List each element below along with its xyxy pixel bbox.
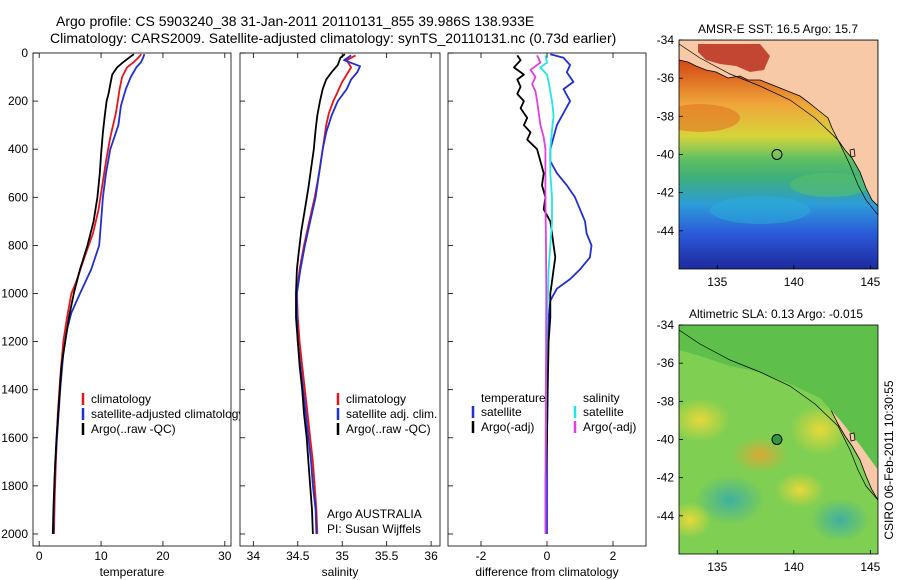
sst-green-patch [790,173,870,197]
salinity-panel: 34 34.5 35 35.5 36 salinity climatologysatelli… [239,52,441,579]
y-tick-label: 1000 [1,286,28,300]
y-tick-label: 0 [21,46,28,60]
map-y-tick-label: -44 [657,224,675,238]
map-x-tick-label: 145 [860,275,880,289]
sla-patch-4 [695,475,765,525]
legend-label: satellite [583,405,624,419]
x-tick-label: 0 [36,549,43,563]
y-tick-label: 800 [8,238,28,252]
sst-land-inland [698,44,770,72]
x-axis-label: difference from climatology [475,565,618,579]
map-y-tick-label: -36 [657,71,675,85]
y-tick-label: 1800 [1,479,28,493]
legend-label: Argo(-adj) [583,420,636,434]
map-y-tick-label: -42 [657,186,675,200]
sla-land-inland [679,325,878,470]
y-tick-label: 200 [8,94,28,108]
sst-map: AMSR-E SST: 16.5 Argo: 15.7 135 140 145 -34… [657,22,881,289]
map-y-tick-label: -38 [657,109,675,123]
map-y-tick-label: -34 [657,33,675,47]
series-line-temperature-argo-adj- [513,54,557,534]
sst-island [849,148,856,158]
annotation-pi-name: PI: Susan Wijffels [327,522,421,536]
plot-frame [32,52,232,547]
x-axis-label: temperature [100,565,165,579]
map-y-tick-label: -38 [657,394,675,408]
sla-map: Altimetric SLA: 0.13 Argo: -0.015 135 140… [657,307,881,574]
series-line-temperature-satellite [546,53,593,534]
x-tick-label: 34.5 [286,549,310,563]
series-line-satellite-adj-clim- [296,54,361,535]
legend-label: climatology [346,392,406,406]
legend-label: satellite [481,405,522,419]
sla-patch-1 [679,398,730,442]
y-tick-label: 1600 [1,431,28,445]
x-tick-label: 35 [336,549,350,563]
legend-label: Argo(..raw -QC) [346,422,431,436]
legend-salinity-title: salinity [583,391,620,405]
sla-island [849,432,856,442]
annotation-argo-australia: Argo AUSTRALIA [327,507,422,521]
sla-patch-5 [810,498,870,542]
x-tick-label: 20 [156,549,170,563]
sst-map-axes: 135 140 145 -34 -36 -38 -40 -42 -44 [657,33,881,289]
map-y-tick-label: -34 [657,318,675,332]
x-tick-label: 2 [610,549,617,563]
sst-shelf-contour [679,43,878,216]
map-y-tick-label: -44 [657,509,675,523]
sla-map-axes: 135 140 145 -34 -36 -38 -40 -42 -44 [657,318,881,574]
y-tick-label: 600 [8,190,28,204]
series-line-argo-raw-qc- [295,53,346,535]
temperature-panel: 0 10 20 30 temperature 0 200 400 600 800 1000 1200 1… [1,46,244,579]
sla-argo-marker [771,434,783,445]
series-line-argo-raw-qc- [51,53,135,535]
legend-label: Argo(..raw -QC) [91,422,176,436]
map-y-tick-label: -36 [657,356,675,370]
sla-patch-7 [775,472,825,508]
plot-frame [239,52,441,547]
sst-argo-marker [771,149,783,160]
y-tick-label: 1400 [1,383,28,397]
series-line-salinity-argo-adj- [529,55,548,535]
map-x-tick-label: 140 [784,275,804,289]
map-y-tick-label: -42 [657,471,675,485]
x-tick-label: -2 [476,549,487,563]
map-x-tick-label: 135 [707,560,727,574]
sst-warm-patch [679,104,740,132]
legend-label: Argo(-adj) [481,420,534,434]
sla-shelf-contour [679,329,878,501]
x-tick-label: 36 [424,549,438,563]
sst-map-title: AMSR-E SST: 16.5 Argo: 15.7 [698,22,858,36]
sla-patch-6 [679,502,712,538]
x-tick-label: 10 [94,549,108,563]
map-y-tick-label: -40 [657,148,675,162]
map-x-tick-label: 135 [707,275,727,289]
sla-patch-2 [732,437,788,473]
legend-label: satellite-adjusted climatology [91,407,244,421]
figure-title-line2: Climatology: CARS2009. Satellite-adjuste… [50,30,616,46]
legend-label: satellite adj. clim. [346,407,437,421]
x-tick-label: 30 [218,549,232,563]
map-y-tick-label: -40 [657,433,675,447]
sla-map-title: Altimetric SLA: 0.13 Argo: -0.015 [689,307,863,321]
x-axis-label: salinity [322,565,359,579]
map-x-tick-label: 140 [784,560,804,574]
side-timestamp-label: CSIRO 06-Feb-2011 10:30:55 [882,380,896,540]
x-tick-label: 35.5 [375,549,399,563]
x-tick-label: 34 [247,549,261,563]
figure-title-line1: Argo profile: CS 5903240_38 31-Jan-2011 … [56,13,534,29]
y-tick-label: 1200 [1,335,28,349]
sst-land [679,40,878,207]
difference-panel: -2 0 2 difference from climatology temperatu… [447,52,647,579]
sst-cool-patch [710,196,810,224]
x-tick-label: 0 [544,549,551,563]
map-x-tick-label: 145 [860,560,880,574]
legend-temperature-title: temperature [481,391,546,405]
legend-label: climatology [91,392,151,406]
y-tick-label: 400 [8,142,28,156]
y-tick-label: 2000 [1,527,28,541]
